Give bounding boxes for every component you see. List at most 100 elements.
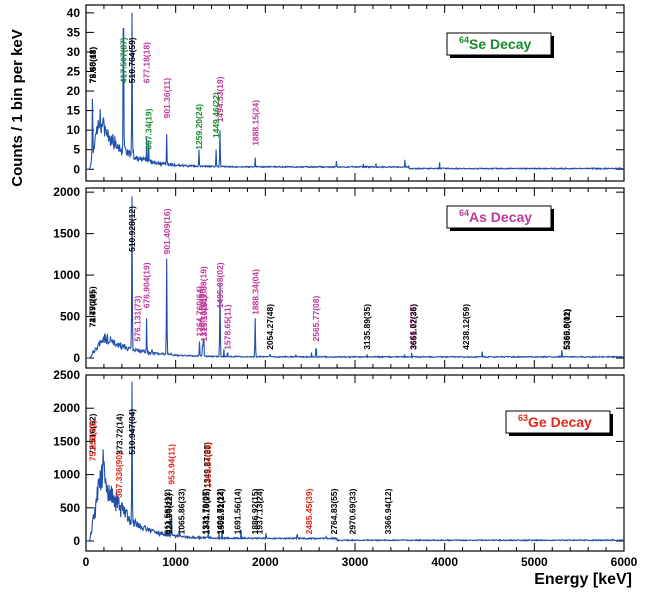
y-tick-label: 15 (67, 104, 81, 118)
peak-label: 5365.0(02) (562, 309, 572, 350)
peak-label: 510.764(59) (127, 37, 137, 83)
panel-as64-decay: 0 500 1000 1500 2000 72.47(24)74.790(95) 510.9… (53, 185, 625, 369)
peak-label: 1311.98(19) (199, 266, 209, 312)
peak-label: 924.90(22) (164, 493, 174, 534)
peak-label: 4238.12(59) (461, 304, 471, 350)
peak-label: 901.409(16) (162, 208, 172, 254)
peak-label: 373.72(14) (115, 413, 125, 454)
y-tick-label: 2000 (53, 185, 80, 199)
title-box (505, 410, 611, 434)
x-tick-label: 5000 (521, 555, 548, 569)
peak-label: 1888.15(24) (250, 100, 260, 146)
title-mass-number: 64 (459, 35, 469, 45)
x-tick-label: 0 (83, 555, 90, 569)
peak-label: 1315.10(14) (199, 295, 209, 341)
peak-label: 1495.08(02) (215, 262, 225, 308)
title-mass-number: 64 (459, 208, 469, 218)
peak-label: 676.904(19) (142, 262, 152, 308)
peak-label: 1691.56(14) (233, 488, 243, 534)
y-tick-label: 35 (67, 25, 81, 39)
peak-label: 74.790(95) (88, 286, 98, 327)
title-box (446, 205, 552, 229)
peak-label: 1494.53(19) (215, 76, 225, 122)
title-mass-number: 63 (518, 413, 528, 423)
peak-label: 3366.94(12) (383, 488, 393, 534)
peak-label: 1343.16(25) (201, 488, 211, 534)
peak-label: 75.059(23) (88, 420, 98, 461)
peak-label: 3135.89(35) (362, 304, 372, 350)
peak-label: 911.591(13) (163, 489, 173, 535)
y-tick-label: 25 (67, 64, 81, 78)
y-tick-label: 20 (67, 84, 81, 98)
peak-label: 1888.34(04) (250, 269, 260, 315)
x-tick-label: 2000 (252, 555, 279, 569)
x-tick-label: 6000 (611, 555, 638, 569)
panel-title: 64As Decay (459, 208, 532, 225)
y-tick-label: 0 (73, 162, 80, 176)
x-axis-tick-labels: 0 1000 2000 3000 4000 5000 6000 (83, 555, 638, 569)
y-tick-label: 2500 (53, 368, 80, 382)
x-axis-label: Energy [keV] (534, 571, 632, 588)
y-tick-label: 1500 (53, 227, 80, 241)
panel-se64-decay: 0 5 10 15 20 25 30 35 40 72.48(43)75.50(18) 417.50… (67, 4, 625, 182)
peak-label: 75.50(18) (88, 47, 98, 84)
peak-label: 1300.153(06) (198, 286, 208, 337)
peak-label: 510.947(04) (127, 409, 137, 455)
y-tick-label: 500 (60, 501, 80, 515)
spectrum-line (86, 12, 625, 171)
title-box (446, 32, 552, 56)
y-tick-label: 1500 (53, 434, 80, 448)
y-axis-label: Counts / 1 bin per keV (9, 29, 26, 187)
y-tick-label: 2000 (53, 401, 80, 415)
x-tick-label: 1000 (162, 555, 189, 569)
y-tick-label: 10 (67, 123, 81, 137)
peak-label: 1331.79(07) (200, 488, 210, 534)
title-text: As Decay (469, 209, 532, 225)
peak-label: 1065.86(33) (177, 488, 187, 534)
peak-label: 901.36(11) (162, 78, 172, 119)
peak-label: 2485.45(39) (304, 488, 314, 534)
peak-label: 1449.46(22) (211, 92, 221, 138)
peak-label: 1886.92(15) (250, 488, 260, 534)
peak-label: 5360.8(11) (562, 309, 572, 350)
spectrum-line (86, 196, 625, 360)
peak-label: 72.48(43) (88, 47, 98, 84)
peak-label: 367.336(90) (114, 452, 124, 498)
peak-label: 1264.760(64) (194, 286, 204, 337)
peak-label: 510.928(12) (127, 206, 137, 252)
peak-label: 417.507(87) (118, 37, 128, 83)
peak-label: 2565.77(08) (311, 295, 321, 341)
y-tick-label: 1000 (53, 468, 80, 482)
peak-label: 2054.27(48) (265, 304, 275, 350)
peak-label: 576.131(73) (133, 295, 143, 341)
y-tick-label: 0 (73, 534, 80, 548)
peak-label: 1363.34(09) (203, 442, 213, 488)
peak-label: 72.47(24) (88, 291, 98, 328)
panel-frame (85, 374, 625, 552)
spectrum-line (85, 381, 625, 542)
y-tick-label: 40 (67, 6, 81, 20)
y-tick-label: 500 (60, 310, 80, 324)
panel-title: 64Se Decay (459, 35, 531, 52)
peak-label: 677.18(18) (142, 42, 152, 83)
peak-label: 2764.83(55) (329, 488, 339, 534)
x-tick-label: 4000 (431, 555, 458, 569)
peak-label: 3646.77(25) (408, 304, 418, 350)
peak-label: 1259.20(24) (194, 104, 204, 150)
peak-label: 1349.87(28) (202, 442, 212, 488)
peak-label: 1937.13(24) (255, 488, 265, 534)
y-tick-label: 0 (73, 351, 80, 365)
panel-title: 63Ge Decay (518, 413, 592, 430)
panel-ge63-decay: 0 500 1000 1500 2000 2500 72.516(62)75.059(23)… (53, 368, 625, 552)
title-text: Se Decay (469, 36, 531, 52)
peak-label: 1578.65(11) (223, 304, 233, 350)
peak-label: 1494.71(12) (215, 488, 225, 534)
y-tick-label: 1000 (53, 268, 80, 282)
peak-label: 697.34(19) (144, 108, 154, 149)
peak-label: 1502.92(24) (216, 488, 226, 534)
peak-label: 3651.02(36) (408, 304, 418, 350)
y-tick-label: 5 (73, 143, 80, 157)
x-tick-label: 3000 (342, 555, 369, 569)
peak-label: 72.516(62) (88, 413, 98, 454)
